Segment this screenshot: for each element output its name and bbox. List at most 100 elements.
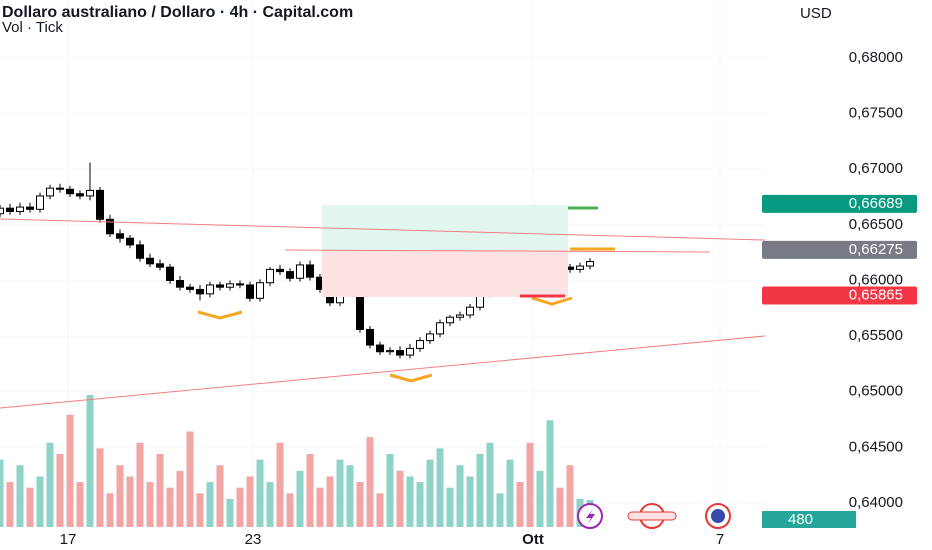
volume-bar [286, 493, 294, 527]
price-badge-label: 0,65865 [849, 286, 903, 303]
candle-body [576, 265, 584, 270]
price-badge [762, 286, 917, 305]
candle-body [206, 284, 214, 295]
candle-body [6, 207, 14, 213]
candle-body [466, 306, 474, 316]
volume-bar [316, 487, 324, 527]
price-badge-label: 0,66275 [849, 241, 903, 258]
volume-bar [226, 498, 234, 527]
currency: USD [800, 5, 832, 22]
y-tick-label: 0,64000 [849, 494, 903, 511]
candle-body [246, 284, 254, 299]
volume-bar [396, 470, 404, 527]
volume-bar [96, 448, 104, 527]
y-tick-label: 0,66500 [849, 216, 903, 233]
volume-bar [86, 395, 94, 527]
volume-bar [126, 476, 134, 527]
candle-body [236, 283, 244, 286]
target-zone [322, 205, 568, 250]
candle-body [126, 237, 134, 246]
drawings [0, 205, 766, 409]
volume-bar [426, 459, 434, 527]
volume-bar [296, 470, 304, 527]
volume-bar [446, 487, 454, 527]
icon [711, 509, 725, 523]
volume-bar [416, 482, 424, 527]
candle-body [436, 322, 444, 335]
volume-bar [256, 459, 264, 527]
volume-bar [536, 470, 544, 527]
volume-bar [486, 442, 494, 527]
trend-line [0, 335, 766, 409]
volume-bar [466, 476, 474, 527]
candle-body [56, 187, 64, 190]
candle-body [36, 195, 44, 210]
volume-bar [526, 442, 534, 527]
price-badge [762, 240, 917, 259]
x-tick-label: 7 [716, 531, 724, 548]
candle-body [406, 347, 414, 356]
candle-body [46, 187, 54, 197]
candle-body [266, 268, 274, 284]
volume-bar [36, 476, 44, 527]
chart-subtitle: Vol · Tick [2, 19, 63, 36]
volume-bar [516, 482, 524, 527]
icon [586, 509, 595, 524]
trend-line [284, 249, 711, 253]
candle-body [166, 266, 174, 282]
volume-bar [176, 470, 184, 527]
candle-body [276, 268, 284, 273]
candle-body [216, 284, 224, 288]
volume-bar [6, 482, 14, 527]
y-tick-label: 0,65500 [849, 327, 903, 344]
axes: 17 23 Ott 7 0,64000 0,64500 0,65000 0,65500 0,66… [60, 49, 917, 548]
volume-bar [306, 453, 314, 527]
y-tick-label: 0,64500 [849, 438, 903, 455]
volume-bar [156, 453, 164, 527]
volume-bar [66, 414, 74, 527]
chart-title: Dollaro australiano / Dollaro · 4h · Cap… [2, 4, 353, 21]
volume-bar [326, 476, 334, 527]
candle-body [186, 286, 194, 290]
candle-body [386, 350, 394, 353]
candle-body [586, 261, 594, 267]
volume-bar [436, 448, 444, 527]
volume-bar [116, 465, 124, 527]
volume-bar [196, 493, 204, 527]
trend-line [0, 218, 766, 241]
candle-body [176, 280, 184, 288]
candle-body [106, 218, 114, 235]
volume-bar [76, 482, 84, 527]
volume-bar [186, 431, 194, 527]
candle-body [116, 233, 124, 239]
candle-body [416, 340, 424, 349]
volume-bar [236, 487, 244, 527]
candle-body [76, 193, 84, 197]
candle-body [66, 188, 74, 195]
candle-body [456, 314, 464, 318]
candle-body [426, 333, 434, 342]
volume-bar [556, 487, 564, 527]
volume-bar [146, 482, 154, 527]
candle-body [296, 264, 304, 279]
y-tick-label: 0,67500 [849, 105, 903, 122]
volume-bar [366, 437, 374, 527]
volume-badge [762, 511, 856, 528]
candle-body [306, 264, 314, 278]
volume-bar [246, 476, 254, 527]
candle-body [366, 328, 374, 346]
y-tick-label: 0,66000 [849, 271, 903, 288]
volume-bar [56, 453, 64, 527]
volume-bar [356, 482, 364, 527]
candle-body [396, 350, 404, 356]
volume-bar [266, 482, 274, 527]
volume-bar [406, 476, 414, 527]
volume-bar [276, 442, 284, 527]
candle-body [156, 263, 164, 268]
candle-body [136, 244, 144, 259]
volume-bar [496, 493, 504, 527]
candle-body [196, 288, 204, 295]
candle-body [86, 189, 94, 197]
volume-bar [216, 465, 224, 527]
x-tick-label: Ott [522, 531, 544, 548]
